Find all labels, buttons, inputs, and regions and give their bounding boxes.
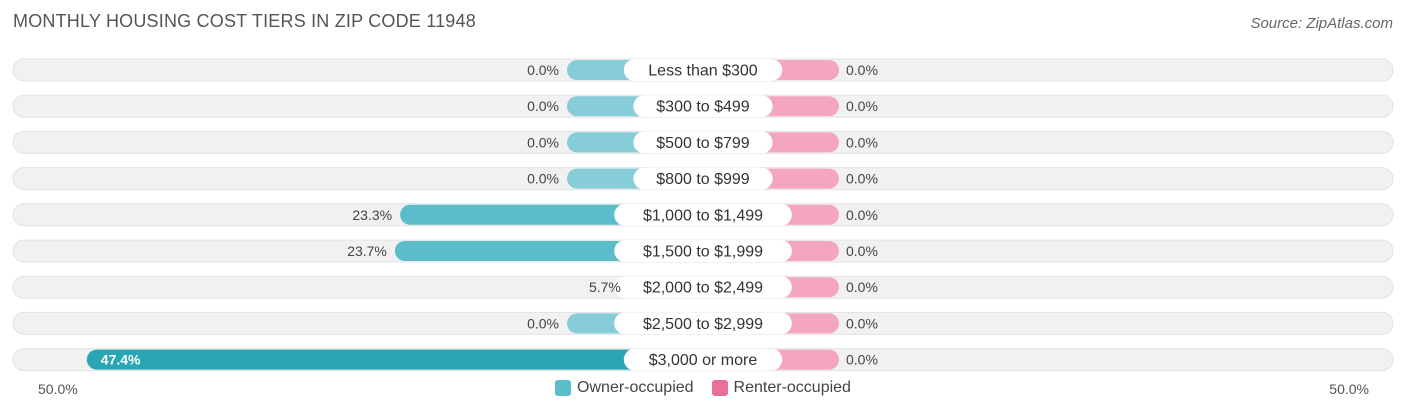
owner-value-label: 0.0% bbox=[527, 315, 559, 331]
category-label: Less than $300 bbox=[648, 63, 758, 80]
owner-value-label: 5.7% bbox=[589, 279, 621, 295]
legend-swatch-renter bbox=[711, 380, 728, 396]
owner-value-label: 23.3% bbox=[352, 207, 392, 223]
category-pill bbox=[633, 95, 773, 118]
category-label: $2,000 to $2,499 bbox=[643, 280, 763, 297]
category-label: $3,000 or more bbox=[649, 352, 758, 369]
chart-legend: Owner-occupied Renter-occupied bbox=[0, 379, 1406, 397]
chart-source: Source: ZipAtlas.com bbox=[1250, 15, 1393, 32]
category-pill bbox=[623, 348, 783, 371]
owner-value-label: 0.0% bbox=[527, 171, 559, 187]
category-label: $500 to $799 bbox=[656, 135, 750, 152]
category-pill bbox=[633, 167, 773, 190]
renter-value-label: 0.0% bbox=[846, 279, 878, 295]
axis-right-label: 50.0% bbox=[1329, 381, 1369, 397]
owner-bar bbox=[86, 349, 704, 370]
legend-label-renter: Renter-occupied bbox=[733, 379, 851, 396]
category-pill bbox=[633, 131, 773, 154]
renter-value-label: 0.0% bbox=[846, 315, 878, 331]
legend-label-owner: Owner-occupied bbox=[577, 379, 694, 396]
renter-value-label: 0.0% bbox=[846, 171, 878, 187]
axis-left-label: 50.0% bbox=[38, 381, 78, 397]
owner-value-label: 0.0% bbox=[527, 62, 559, 78]
category-label: $1,500 to $1,999 bbox=[643, 244, 763, 261]
owner-value-label: 23.7% bbox=[347, 243, 387, 259]
chart-title: MONTHLY HOUSING COST TIERS IN ZIP CODE 1… bbox=[13, 11, 476, 31]
category-label: $300 to $499 bbox=[656, 99, 750, 116]
renter-value-label: 0.0% bbox=[846, 243, 878, 259]
category-label: $2,500 to $2,999 bbox=[643, 316, 763, 333]
owner-value-label: 0.0% bbox=[527, 134, 559, 150]
category-pill bbox=[614, 203, 792, 226]
renter-value-label: 0.0% bbox=[846, 98, 878, 114]
category-label: $800 to $999 bbox=[656, 171, 750, 188]
owner-value-label: 47.4% bbox=[101, 352, 141, 368]
renter-value-label: 0.0% bbox=[846, 134, 878, 150]
category-pill bbox=[614, 240, 792, 262]
owner-value-label: 0.0% bbox=[527, 98, 559, 114]
legend-swatch-owner bbox=[555, 380, 572, 396]
category-pill bbox=[623, 59, 783, 81]
category-label: $1,000 to $1,499 bbox=[643, 207, 763, 224]
category-pill bbox=[614, 312, 792, 335]
renter-value-label: 0.0% bbox=[846, 207, 878, 223]
renter-value-label: 0.0% bbox=[846, 62, 878, 78]
legend-item-renter: Renter-occupied bbox=[711, 379, 851, 397]
category-pill bbox=[614, 276, 792, 299]
legend-item-owner: Owner-occupied bbox=[555, 379, 694, 397]
renter-value-label: 0.0% bbox=[846, 352, 878, 368]
